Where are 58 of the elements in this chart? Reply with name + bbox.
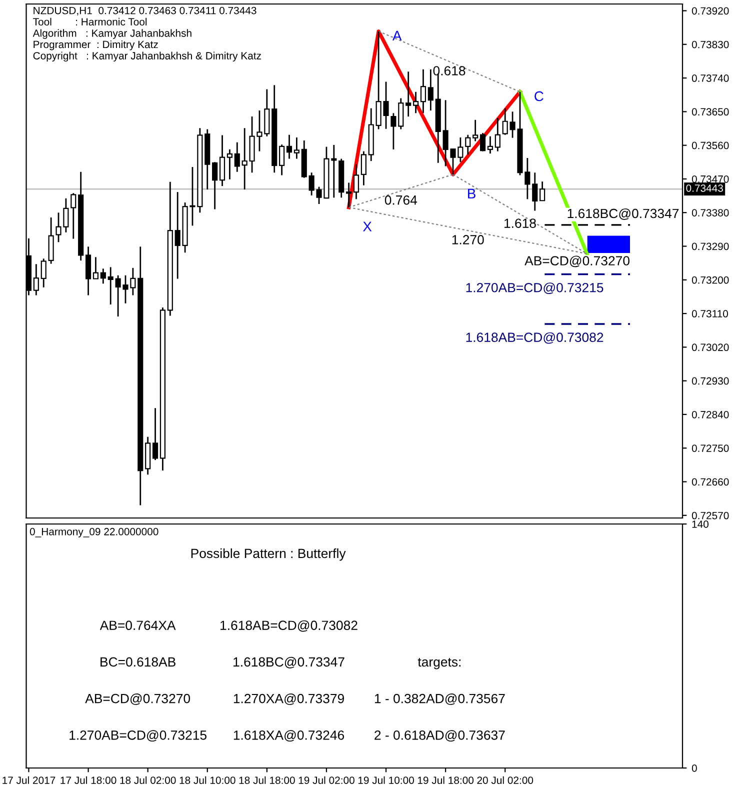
data-label: A [392, 30, 402, 40]
annotation: Copyright : Kamyar Jahanbakhsh & Dimitry Katz [33, 52, 261, 62]
y-tick-label: 0.73110 [692, 310, 728, 318]
ref-line-label: 1.618BC@0.73347 [568, 208, 679, 220]
y-tick-label: 0.73200 [692, 276, 729, 284]
y-tick-label: 0.72750 [692, 444, 729, 452]
x-tick-label: 19 Jul 10:00 [358, 776, 414, 784]
chart-title: NZDUSD,H1 0.73412 0.73463 0.73411 0.73443 [34, 6, 256, 16]
x-tick-label: 19 Jul 18:00 [418, 776, 474, 784]
x-tick-label: 17 Jul 2017 [2, 776, 56, 784]
band-label: AB=CD@0.73270 [524, 256, 630, 268]
annotation: 1.618XA@0.73246 [234, 730, 344, 742]
annotation: Programmer : Dimitry Katz [34, 40, 158, 50]
y-tick-label: 0.73560 [692, 142, 729, 150]
y-tick-label: 0 [692, 764, 697, 772]
x-tick-label: 17 Jul 18:00 [60, 776, 116, 784]
y-tick-label: 0.73920 [692, 7, 729, 15]
x-tick-label: 18 Jul 10:00 [180, 776, 236, 784]
annotation: 1.270AB=CD@0.73215 [70, 730, 206, 742]
data-label: C [534, 91, 544, 102]
annotation: 1 - 0.382AD@0.73567 [374, 694, 505, 705]
annotation: 2 - 0.618AD@0.73637 [374, 730, 505, 742]
y-tick-label: 0.72930 [692, 377, 729, 385]
y-tick-label: 0.72570 [692, 512, 729, 520]
chart-title: 0_Harmony_09 22.0000000 [30, 528, 158, 538]
x-tick-label: 18 Jul 18:00 [239, 776, 295, 784]
ref-line-label: 1.270AB=CD@0.73215 [466, 282, 604, 294]
y-tick-label: 0.73830 [692, 40, 729, 48]
y-tick-label: 140 [692, 520, 708, 528]
annotation: AB=0.764XA [100, 620, 176, 630]
y-tick-label: 0.73470 [692, 175, 729, 183]
y-tick-label: 0.73020 [692, 344, 729, 352]
annotation: 0.764 [384, 195, 418, 205]
x-tick-label: 18 Jul 02:00 [120, 776, 176, 784]
annotation: Tool : Harmonic Tool [33, 18, 147, 26]
annotation: BC=0.618AB [100, 657, 176, 667]
annotation: 0.618 [433, 66, 466, 76]
x-tick-label: 20 Jul 02:00 [477, 776, 534, 784]
ref-line-label: 0.73443 [686, 184, 723, 192]
annotation: Algorithm : Kamyar Jahanbakhsh [32, 29, 192, 39]
y-tick-label: 0.72660 [692, 478, 729, 486]
annotation: 1.618AB=CD@0.73082 [220, 620, 358, 632]
ref-line-label: 1.618AB=CD@0.73082 [466, 332, 604, 344]
annotation: 1.618BC@0.73347 [234, 656, 344, 668]
y-tick-label: 0.73740 [692, 74, 729, 82]
x-tick-label: 19 Jul 02:00 [298, 776, 354, 784]
data-label: B [468, 188, 476, 198]
annotation: 1.618 [504, 218, 536, 228]
y-tick-label: 0.72840 [692, 410, 729, 418]
annotation: targets: [418, 658, 460, 670]
y-tick-label: 0.73290 [692, 242, 729, 250]
y-tick-label: 0.73650 [692, 108, 729, 116]
data-label: X [362, 222, 372, 232]
annotation: 1.270XA@0.73379 [234, 694, 344, 705]
text: Possible Pattern : Butterfly [191, 548, 346, 561]
y-tick-label: 0.73380 [692, 209, 729, 216]
annotation: 1.270 [452, 235, 484, 244]
annotation: AB=CD@0.73270 [85, 694, 190, 705]
